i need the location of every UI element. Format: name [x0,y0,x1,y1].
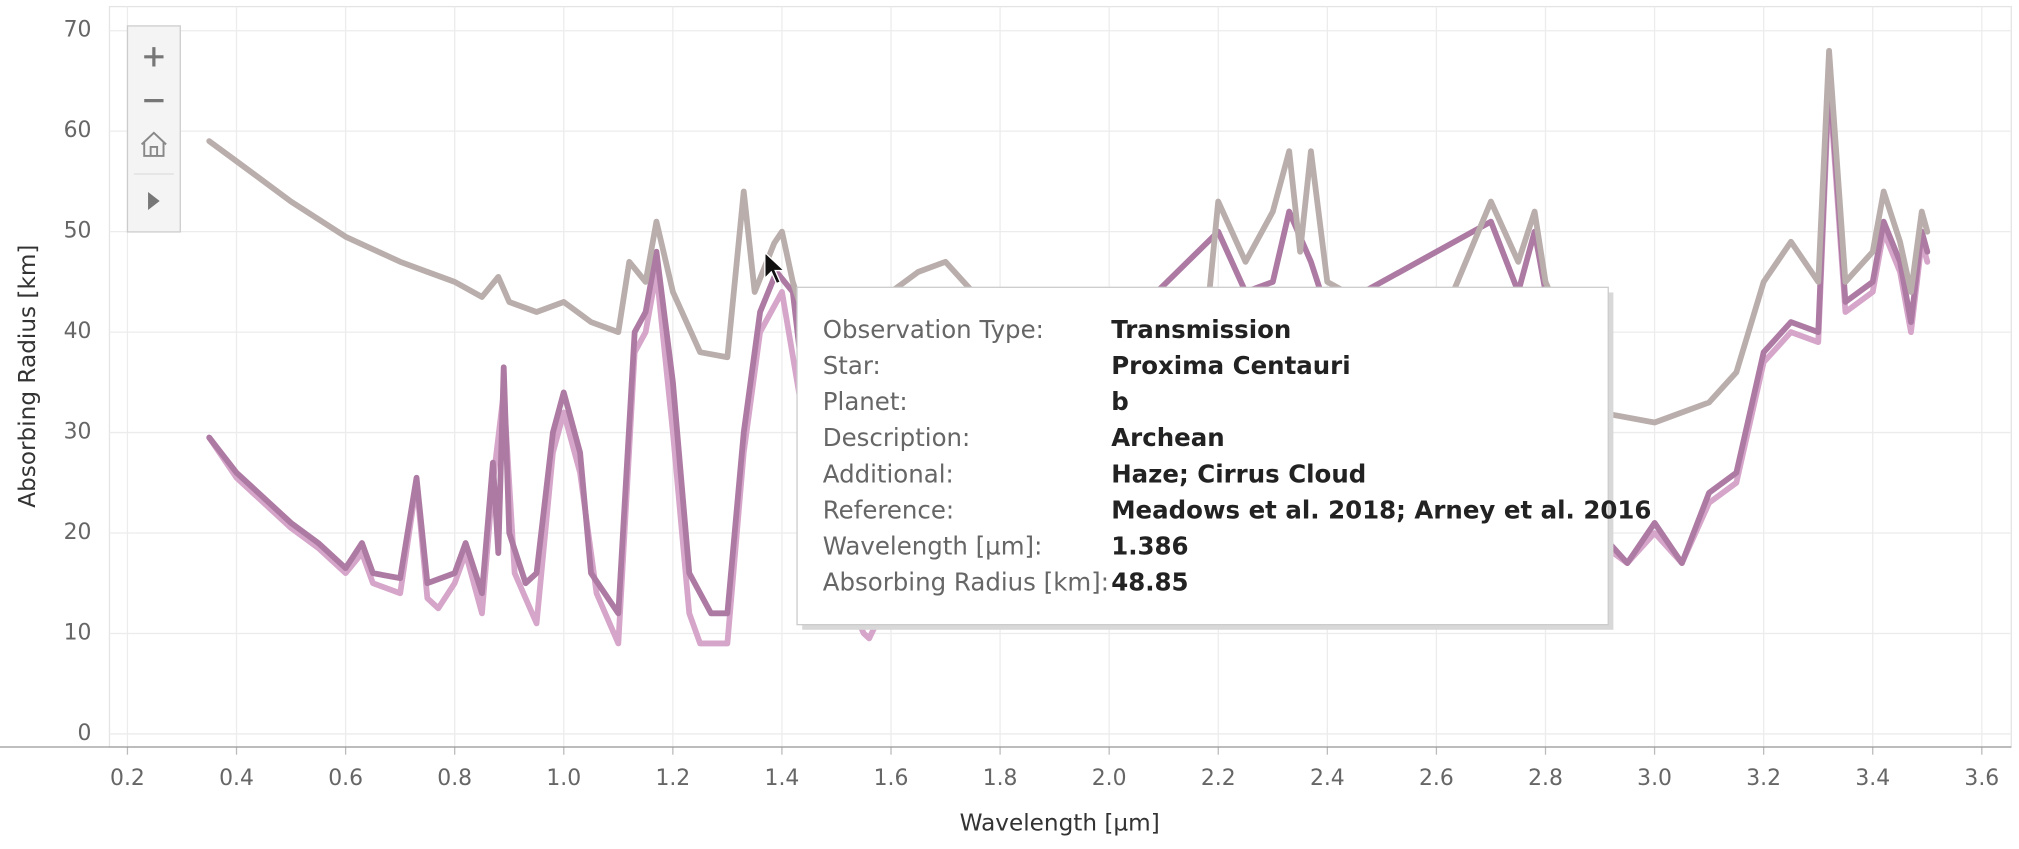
x-tick-label: 1.6 [874,766,909,791]
tooltip-label: Reference: [823,495,954,524]
tooltip-box [796,286,1609,626]
series-line [206,67,1931,617]
x-tick-label: 3.6 [1964,766,1999,791]
series-line [206,77,1931,647]
x-tick-label: 0.2 [110,766,145,791]
home-button[interactable] [140,131,167,157]
zoom-in[interactable] [144,47,164,67]
tooltip-label: Star: [823,351,881,380]
cursor [764,251,786,285]
tooltip-value: 1.386 [1111,531,1188,560]
tooltip-value: b [1111,387,1129,416]
tooltip-value: Haze; Cirrus Cloud [1111,459,1366,488]
y-tick-label: 10 [64,620,92,645]
x-tick-label: 0.6 [328,766,363,791]
x-tick-label: 3.2 [1746,766,1781,791]
x-tick-label: 3.0 [1637,766,1672,791]
x-tick-label: 2.6 [1419,766,1454,791]
y-tick-label: 0 [77,721,91,746]
x-tick-label: 3.4 [1855,766,1890,791]
tooltip-label: Description: [823,423,971,452]
x-tick-label: 0.4 [219,766,254,791]
tooltip-value: 48.85 [1111,567,1188,596]
tooltip-value: Archean [1111,423,1224,452]
tooltip-label: Wavelength [µm]: [823,531,1043,560]
x-tick-label: 2.4 [1310,766,1345,791]
y-tick-label: 40 [64,319,92,344]
x-tick-label: 1.0 [546,766,581,791]
x-tick-label: 0.8 [437,766,472,791]
tooltip-value: Transmission [1111,315,1291,344]
y-tick-label: 30 [64,420,92,445]
y-tick-label: 20 [64,520,92,545]
x-tick-label: 1.4 [765,766,800,791]
x-tick-label: 2.0 [1092,766,1127,791]
y-tick-label: 60 [64,118,92,143]
y-tick-label: 70 [64,18,92,43]
tooltip: Observation Type: Transmission Star: Proxim… [796,286,1651,630]
tooltip-value: Proxima Centauri [1111,351,1350,380]
y-tick-label: 50 [64,219,92,244]
tooltip-label: Additional: [823,459,954,488]
x-tick-label: 2.8 [1528,766,1563,791]
tooltip-value: Meadows et al. 2018; Arney et al. 2016 [1111,495,1651,524]
y-axis-title: Absorbing Radius [km] [14,245,41,508]
tooltip-label: Absorbing Radius [km]: [823,567,1109,596]
tooltip-label: Observation Type: [823,315,1044,344]
x-tick-label: 1.8 [983,766,1018,791]
x-tick-label: 2.2 [1201,766,1236,791]
pan-button[interactable] [148,192,160,211]
x-axis-title: Wavelength [µm] [960,810,1160,837]
tooltip-label: Planet: [823,387,908,416]
x-tick-label: 1.2 [655,766,690,791]
zoom-controls [126,25,181,233]
